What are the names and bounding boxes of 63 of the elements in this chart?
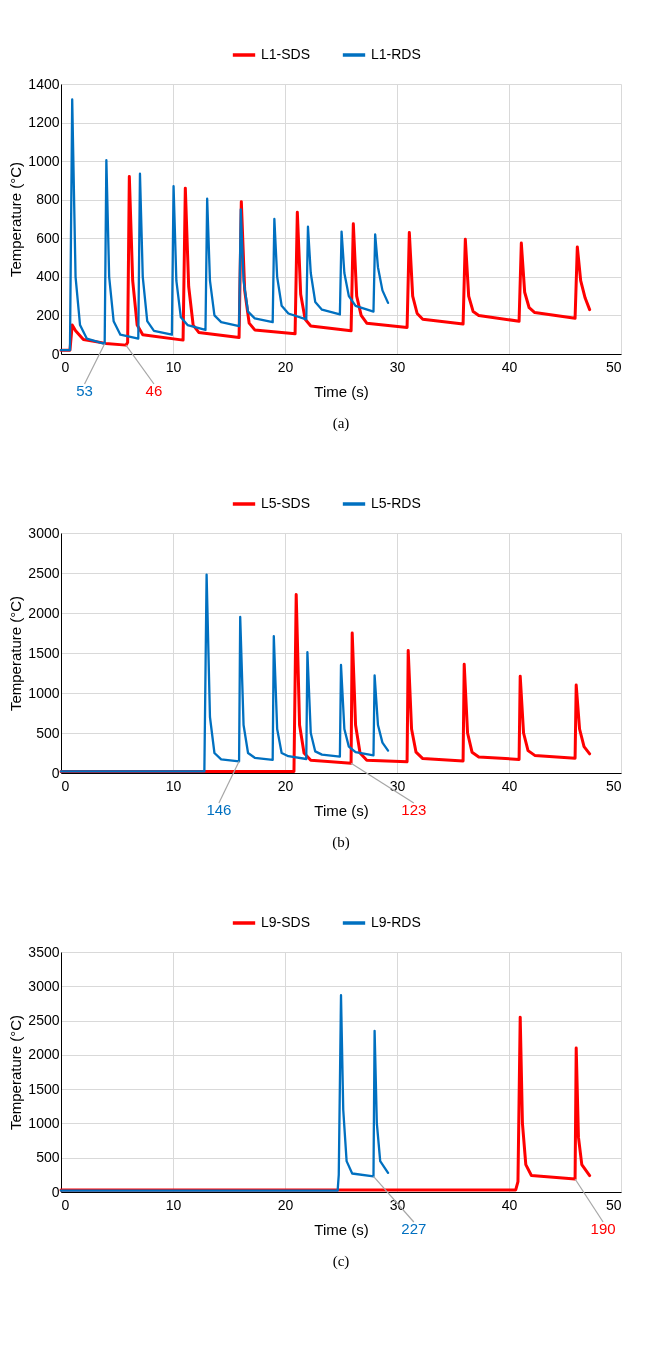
y-tick-label: 0 xyxy=(51,345,60,362)
annotation: 190 xyxy=(590,1220,616,1237)
text: (c) xyxy=(332,1253,350,1270)
x-tick-label: 30 xyxy=(389,777,406,794)
y-tick-label: 3500 xyxy=(28,943,60,960)
text: (a) xyxy=(332,415,350,432)
y-tick-label: 0 xyxy=(51,1183,60,1200)
x-tick-label: 20 xyxy=(277,1196,294,1213)
x-tick-label: 10 xyxy=(165,777,182,794)
text: (b) xyxy=(332,834,350,851)
legend-label: L9-RDS xyxy=(371,914,421,930)
y-tick-label: 600 xyxy=(36,229,60,246)
y-axis-title: Temperature (°C) xyxy=(7,1014,25,1131)
y-tick-label: 500 xyxy=(36,1149,60,1166)
legend-label: L1-SDS xyxy=(261,46,311,62)
line-series xyxy=(59,98,390,352)
x-axis-title: Time (s) xyxy=(314,382,369,400)
y-tick-label: 200 xyxy=(36,306,60,323)
y-axis-title: Temperature (°C) xyxy=(7,161,25,278)
x-axis-title: Time (s) xyxy=(314,801,369,819)
annotation: 146 xyxy=(206,801,232,818)
y-tick-label: 0 xyxy=(51,764,60,781)
x-tick-label: 30 xyxy=(389,358,406,375)
y-axis-title: Temperature (°C) xyxy=(7,595,25,712)
x-tick-label: 10 xyxy=(165,1196,182,1213)
y-tick-label: 1400 xyxy=(28,75,60,92)
y-tick-label: 800 xyxy=(36,191,60,208)
x-tick-label: 50 xyxy=(605,1196,622,1213)
y-tick-label: 2000 xyxy=(28,1046,60,1063)
x-tick-label: 20 xyxy=(277,777,294,794)
y-tick-label: 1500 xyxy=(28,644,60,661)
annotation: 123 xyxy=(401,801,427,818)
y-tick-label: 2500 xyxy=(28,564,60,581)
x-tick-label: 50 xyxy=(605,777,622,794)
y-tick-label: 1000 xyxy=(28,1114,60,1131)
x-tick-label: 10 xyxy=(165,358,182,375)
x-tick-label: 30 xyxy=(389,1196,406,1213)
y-tick-label: 400 xyxy=(36,268,60,285)
x-axis-title: Time (s) xyxy=(314,1220,369,1238)
y-tick-label: 1200 xyxy=(28,114,60,131)
legend-label: L1-RDS xyxy=(371,46,421,62)
legend-label: L9-SDS xyxy=(261,914,311,930)
y-tick-label: 500 xyxy=(36,724,60,741)
legend-label: L5-RDS xyxy=(371,495,421,511)
y-tick-label: 1500 xyxy=(28,1080,60,1097)
y-tick-label: 1000 xyxy=(28,684,60,701)
line-series xyxy=(59,593,592,773)
y-tick-label: 2000 xyxy=(28,604,60,621)
line-series xyxy=(59,994,390,1192)
x-tick-label: 40 xyxy=(501,1196,518,1213)
x-tick-label: 20 xyxy=(277,358,294,375)
x-tick-label: 50 xyxy=(605,358,622,375)
y-tick-label: 3000 xyxy=(28,977,60,994)
y-tick-label: 3000 xyxy=(28,524,60,541)
y-tick-label: 1000 xyxy=(28,152,60,169)
annotation: 46 xyxy=(145,382,163,399)
annotation: 53 xyxy=(76,382,93,399)
y-tick-label: 2500 xyxy=(28,1012,60,1029)
line-series xyxy=(59,573,390,773)
legend-label: L5-SDS xyxy=(261,495,311,511)
annotation: 227 xyxy=(401,1220,427,1237)
x-tick-label: 40 xyxy=(501,358,518,375)
x-tick-label: 40 xyxy=(501,777,518,794)
